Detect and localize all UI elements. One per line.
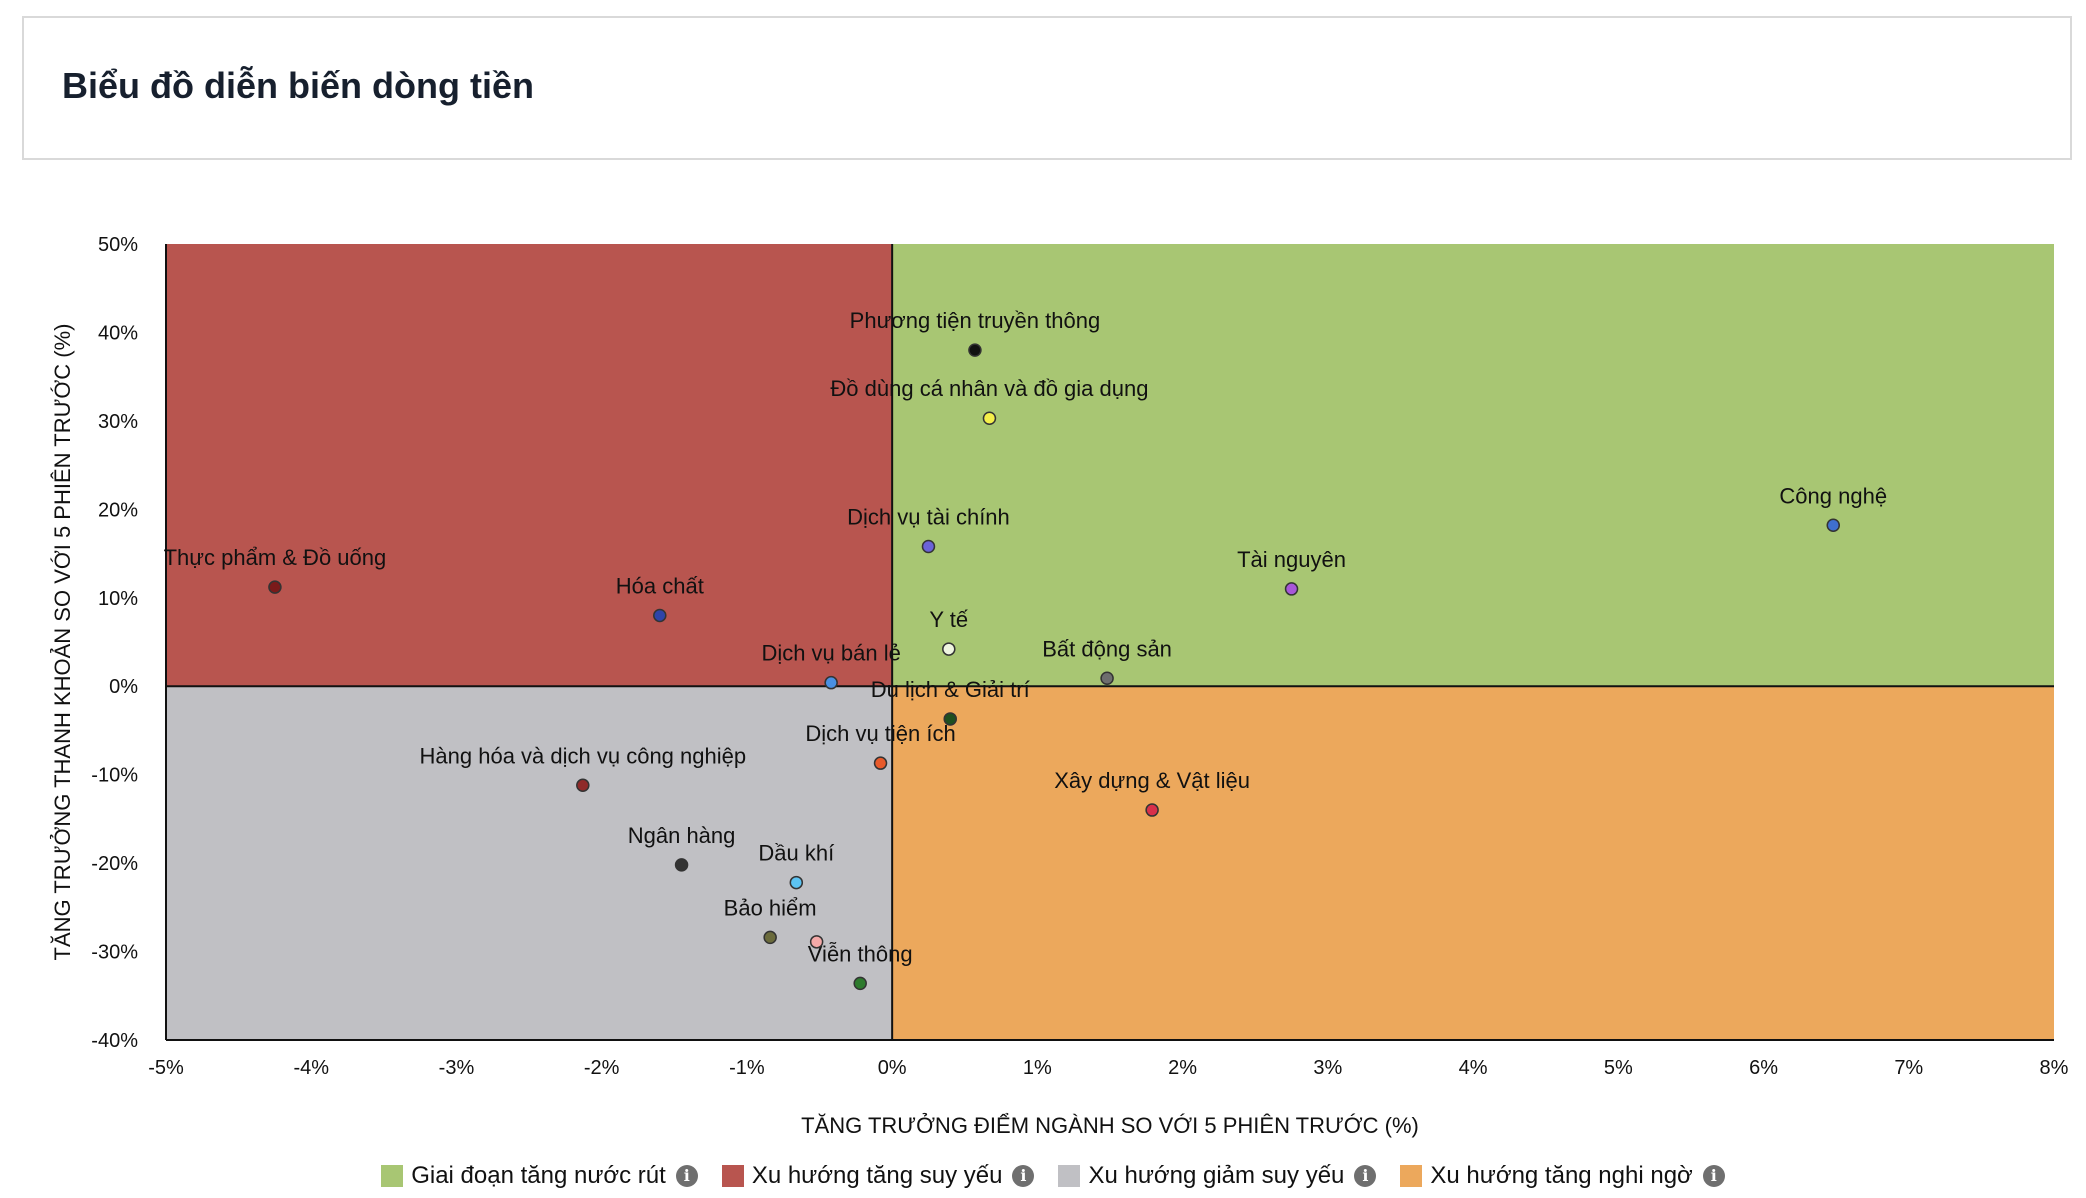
legend-item-xu-huong-tang-nghi-ngo[interactable]: Xu hướng tăng nghi ngờ i — [1400, 1162, 1725, 1190]
x-tick-label: 0% — [878, 1057, 907, 1079]
chart-header-card: Biểu đồ diễn biến dòng tiền — [22, 16, 2072, 160]
point-label: Dịch vụ bán lẻ — [761, 641, 900, 666]
legend-swatch — [721, 1165, 744, 1187]
x-tick-label: -2% — [584, 1057, 620, 1079]
data-point[interactable] — [576, 778, 590, 793]
x-tick-label: 5% — [1604, 1057, 1633, 1079]
x-axis-title: TĂNG TRƯỞNG ĐIỂM NGÀNH SO VỚI 5 PHIÊN TR… — [801, 1113, 1419, 1138]
point-label: Du lịch & Giải trí — [871, 677, 1030, 702]
x-tick-label: 6% — [1749, 1057, 1778, 1079]
quadrant-region — [892, 244, 2055, 687]
quadrant-region — [166, 686, 893, 1040]
point-label: Hàng hóa và dịch vụ công nghiệp — [420, 743, 747, 768]
point-label: Dịch vụ tài chính — [847, 504, 1010, 529]
x-tick-label: 8% — [2040, 1057, 2069, 1079]
point-labels: Phương tiện truyền thông Đồ dùng cá nhân … — [164, 308, 1887, 966]
data-point[interactable] — [824, 675, 838, 690]
x-tick-label: -4% — [293, 1057, 329, 1079]
page-title: Biểu đồ diễn biến dòng tiền — [62, 65, 534, 106]
cash-flow-quadrant-chart: -5% -4% -3% -2% -1% 0% 1% 2% 3% 4% 5% 6% 7% 8% -40% -30… — [50, 234, 2069, 1138]
legend-label: Xu hướng tăng suy yếu — [751, 1162, 1003, 1189]
data-point[interactable] — [653, 608, 667, 623]
point-label: Viễn thông — [808, 941, 913, 966]
tick-labels: -5% -4% -3% -2% -1% 0% 1% 2% 3% 4% 5% 6% 7% 8% -40% -30… — [91, 234, 2068, 1079]
data-point[interactable] — [763, 930, 777, 945]
legend-swatch — [1400, 1165, 1423, 1187]
y-tick-label: -10% — [91, 765, 138, 787]
quadrant-region — [166, 244, 893, 687]
data-point[interactable] — [921, 539, 936, 554]
point-label: Dầu khí — [758, 841, 834, 866]
data-points — [268, 343, 1840, 991]
chart-axes — [165, 244, 2054, 1041]
quadrant-legend: Giai đoạn tăng nước rút i Xu hướng tăng … — [0, 1156, 2086, 1196]
x-tick-label: 3% — [1313, 1057, 1342, 1079]
x-tick-label: 4% — [1459, 1057, 1488, 1079]
point-label: Ngân hàng — [628, 823, 736, 848]
x-tick-label: 7% — [1894, 1057, 1923, 1079]
x-tick-label: -3% — [439, 1057, 475, 1079]
y-tick-label: 30% — [98, 411, 138, 433]
point-label: Tài nguyên — [1237, 547, 1346, 572]
data-point[interactable] — [809, 935, 824, 949]
legend-label: Xu hướng giảm suy yếu — [1088, 1162, 1345, 1189]
info-icon[interactable]: i — [1012, 1165, 1035, 1187]
legend-label: Giai đoạn tăng nước rút — [411, 1162, 666, 1189]
y-tick-label: 40% — [98, 322, 138, 344]
data-point[interactable] — [968, 343, 982, 357]
point-label: Xây dựng & Vật liệu — [1054, 768, 1250, 793]
point-label: Bảo hiểm — [724, 895, 817, 920]
point-label: Thực phẩm & Đồ uống — [164, 545, 387, 570]
y-tick-label: 50% — [98, 234, 138, 256]
data-point[interactable] — [1100, 671, 1114, 686]
data-point[interactable] — [942, 642, 956, 656]
data-point[interactable] — [982, 411, 997, 425]
x-tick-label: -5% — [148, 1057, 184, 1079]
y-axis-title: TĂNG TRƯỞNG THANH KHOẢN SO VỚI 5 PHIÊN T… — [50, 324, 75, 961]
legend-swatch — [1058, 1165, 1081, 1187]
y-tick-label: -30% — [91, 942, 138, 964]
quadrant-backgrounds — [166, 244, 2055, 1040]
x-tick-label: 1% — [1023, 1057, 1052, 1079]
x-tick-label: -1% — [729, 1057, 765, 1079]
data-point[interactable] — [1284, 582, 1299, 596]
point-label: Hóa chất — [616, 573, 704, 598]
point-label: Công nghệ — [1779, 483, 1887, 508]
legend-item-giai-doan-tang-nuoc-rut[interactable]: Giai đoạn tăng nước rút i — [381, 1162, 698, 1190]
info-icon[interactable]: i — [1702, 1165, 1725, 1187]
x-tick-label: 2% — [1168, 1057, 1197, 1079]
info-icon[interactable]: i — [1354, 1165, 1377, 1187]
data-point[interactable] — [268, 580, 282, 594]
info-icon[interactable]: i — [675, 1165, 698, 1187]
quadrant-region — [892, 686, 2055, 1040]
point-label: Y tế — [929, 607, 968, 632]
data-point[interactable] — [853, 976, 867, 991]
point-label: Dịch vụ tiện ích — [805, 721, 955, 746]
legend-label: Xu hướng tăng nghi ngờ — [1430, 1162, 1693, 1189]
data-point[interactable] — [1145, 803, 1159, 817]
y-tick-label: 10% — [98, 588, 138, 610]
y-tick-label: -40% — [91, 1030, 138, 1052]
data-point[interactable] — [789, 875, 804, 890]
data-point[interactable] — [1826, 518, 1840, 533]
point-label: Bất động sản — [1042, 636, 1172, 661]
data-point[interactable] — [943, 712, 957, 726]
y-tick-label: -20% — [91, 853, 138, 875]
legend-item-xu-huong-giam-suy-yeu[interactable]: Xu hướng giảm suy yếu i — [1058, 1162, 1377, 1190]
y-tick-label: 0% — [109, 676, 138, 698]
point-label: Phương tiện truyền thông — [850, 308, 1101, 333]
legend-swatch — [381, 1165, 404, 1187]
data-point[interactable] — [873, 756, 888, 770]
y-tick-label: 20% — [98, 499, 138, 521]
data-point[interactable] — [674, 858, 689, 872]
point-label: Đồ dùng cá nhân và đồ gia dụng — [830, 376, 1148, 401]
legend-item-xu-huong-tang-suy-yeu[interactable]: Xu hướng tăng suy yếu i — [721, 1162, 1035, 1190]
